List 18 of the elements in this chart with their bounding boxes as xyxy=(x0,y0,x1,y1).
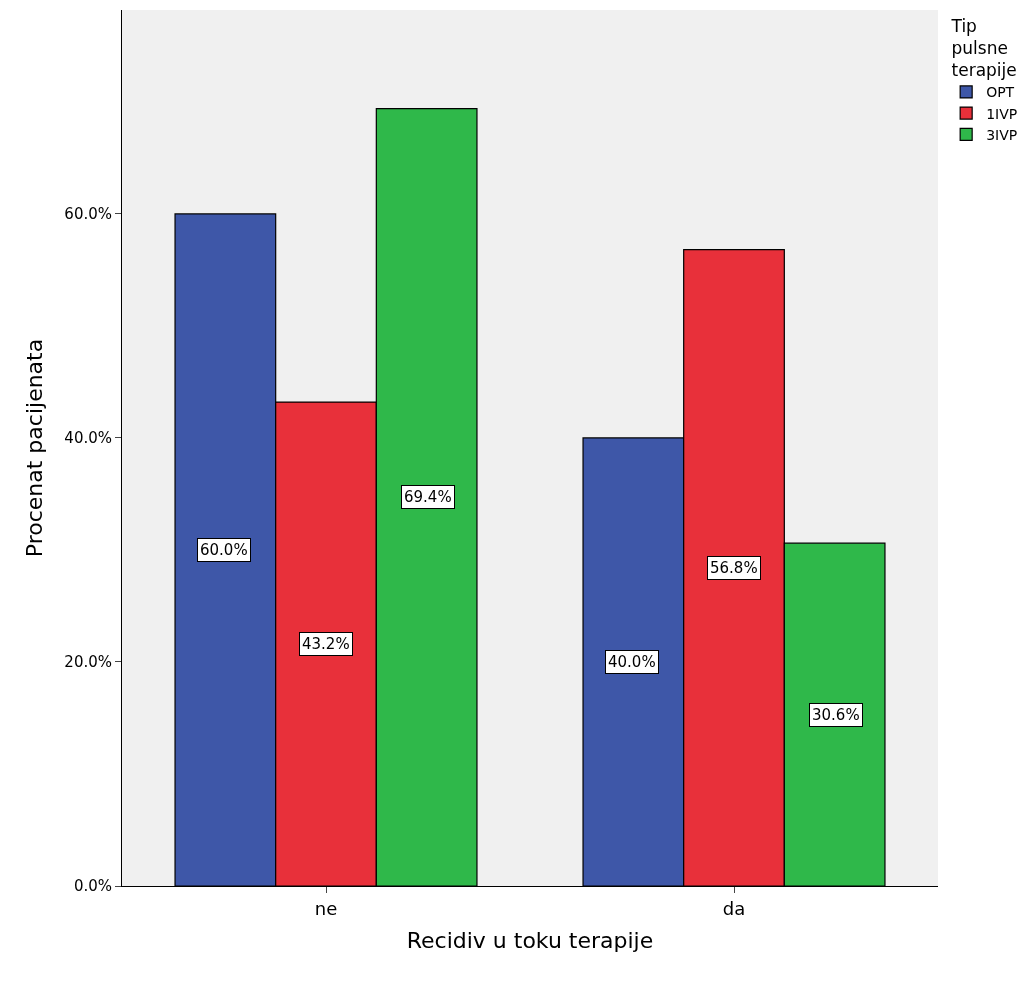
legend-label: 1IVP xyxy=(986,105,1018,122)
y-axis-title: Procenat pacijenata xyxy=(22,338,48,558)
legend-label: OPT xyxy=(986,84,1015,101)
y-tick-label: 40.0% xyxy=(64,429,112,448)
y-tick-label: 20.0% xyxy=(64,653,112,672)
y-tick-label: 0.0% xyxy=(73,877,112,896)
data-label: 69.4% xyxy=(404,488,452,506)
data-label: 43.2% xyxy=(302,635,350,653)
data-label: 40.0% xyxy=(608,653,656,671)
y-tick-label: 60.0% xyxy=(64,205,112,224)
legend-label: 3IVP xyxy=(986,126,1018,143)
data-label: 56.8% xyxy=(710,559,758,577)
x-tick-label: ne xyxy=(314,897,338,919)
x-tick-label: da xyxy=(722,897,746,919)
data-label: 30.6% xyxy=(812,706,860,724)
data-label: 60.0% xyxy=(200,541,248,559)
x-axis-title: Recidiv u toku terapije xyxy=(406,928,654,954)
legend-title: Tip pulsne terapije xyxy=(950,16,1017,81)
